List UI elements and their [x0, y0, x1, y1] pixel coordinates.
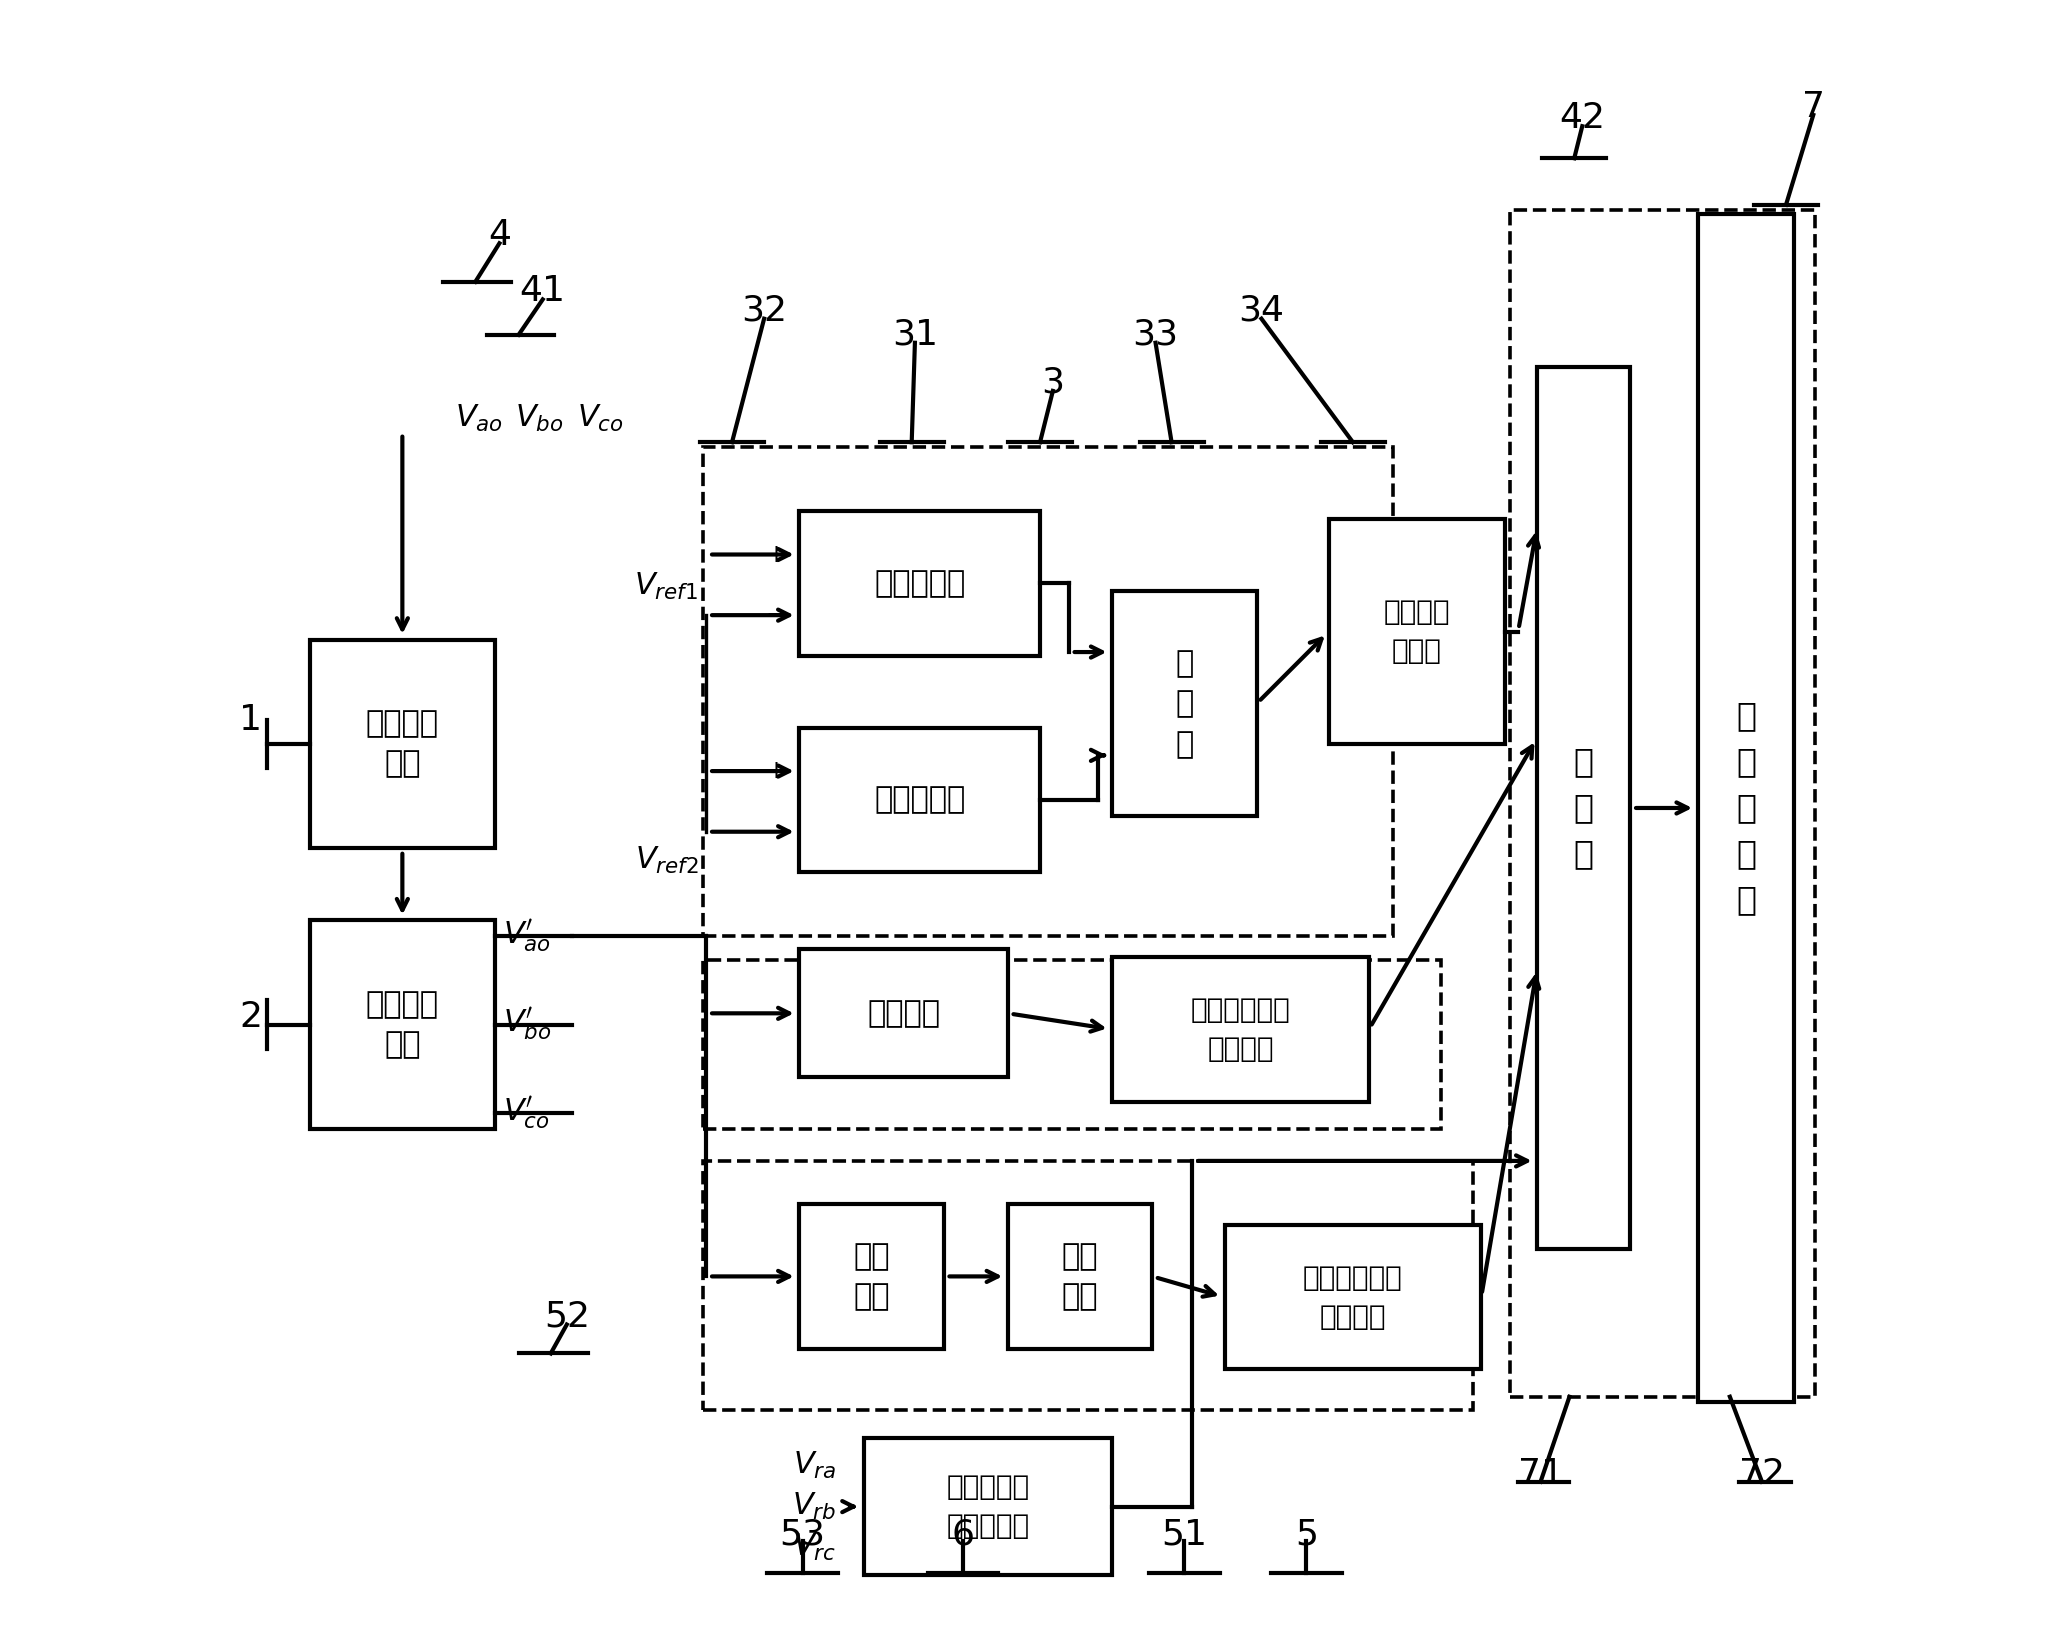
Text: 5: 5	[1294, 1518, 1317, 1552]
Text: 第三
非门: 第三 非门	[1063, 1242, 1098, 1310]
Text: 33: 33	[1133, 318, 1178, 353]
Text: $V_{ao}$: $V_{ao}$	[455, 403, 502, 434]
Text: 信号调整
单元: 信号调整 单元	[367, 989, 438, 1059]
Bar	[1112, 591, 1257, 816]
Text: 第二比较器: 第二比较器	[874, 785, 965, 814]
Text: 34: 34	[1239, 294, 1284, 328]
Text: −: −	[766, 819, 786, 844]
Text: 51: 51	[1161, 1518, 1208, 1552]
Text: $V_{ref2}$: $V_{ref2}$	[635, 844, 698, 876]
Bar	[702, 960, 1442, 1129]
Text: $V_{bo}^{\prime}$: $V_{bo}^{\prime}$	[502, 1005, 551, 1043]
Bar	[1509, 209, 1815, 1397]
Text: 单
片
机: 单 片 机	[1573, 746, 1593, 870]
Bar	[309, 920, 496, 1129]
Text: −: −	[766, 604, 786, 627]
Bar	[309, 640, 496, 849]
Text: 7: 7	[1802, 90, 1825, 124]
Text: 2: 2	[240, 999, 262, 1033]
Text: 第一非门: 第一非门	[866, 999, 940, 1028]
Bar	[799, 950, 1008, 1077]
Bar	[1329, 519, 1505, 744]
Text: $V_{ao}^{\prime}$: $V_{ao}^{\prime}$	[502, 917, 551, 955]
Bar	[1225, 1226, 1481, 1369]
Bar	[1008, 1204, 1153, 1348]
Bar	[799, 1204, 944, 1348]
Text: $V_{co}^{\prime}$: $V_{co}^{\prime}$	[502, 1093, 549, 1131]
Text: 71: 71	[1518, 1457, 1563, 1490]
Bar	[1112, 958, 1368, 1102]
Text: 53: 53	[780, 1518, 825, 1552]
Text: 第一脉冲丢失
检测电路: 第一脉冲丢失 检测电路	[1190, 996, 1290, 1062]
Text: +: +	[766, 542, 786, 566]
Text: 异
或
门: 异 或 门	[1176, 648, 1194, 759]
Text: 4: 4	[487, 219, 510, 253]
Text: 32: 32	[741, 294, 786, 328]
Text: $V_{ra}$: $V_{ra}$	[793, 1451, 836, 1482]
Text: 41: 41	[520, 274, 565, 308]
Text: 6: 6	[952, 1518, 975, 1552]
Bar	[864, 1438, 1112, 1575]
Bar	[799, 728, 1040, 871]
Bar	[702, 1160, 1473, 1410]
Text: 上下桥臂电
路判断单元: 上下桥臂电 路判断单元	[946, 1474, 1030, 1541]
Text: 第二
非门: 第二 非门	[854, 1242, 889, 1310]
Text: 31: 31	[893, 318, 938, 353]
Text: 1: 1	[240, 703, 262, 736]
Bar	[799, 511, 1040, 656]
Text: 52: 52	[545, 1299, 590, 1333]
Text: 42: 42	[1559, 101, 1606, 135]
Text: 第二脉冲丢失
检测电路: 第二脉冲丢失 检测电路	[1303, 1263, 1403, 1330]
Text: 72: 72	[1739, 1457, 1786, 1490]
Text: 液
晶
显
示
屏: 液 晶 显 示 屏	[1737, 700, 1755, 917]
Text: $V_{rb}$: $V_{rb}$	[793, 1492, 836, 1523]
Text: 3: 3	[1040, 366, 1065, 400]
Text: $V_{rc}$: $V_{rc}$	[793, 1532, 836, 1563]
Text: 窄脉冲过
滤电路: 窄脉冲过 滤电路	[1384, 597, 1450, 664]
Text: $V_{co}$: $V_{co}$	[578, 403, 625, 434]
Text: +: +	[766, 759, 786, 783]
Text: 信号采样
单元: 信号采样 单元	[367, 708, 438, 778]
Text: $V_{ref1}$: $V_{ref1}$	[635, 571, 698, 602]
Text: $V_{bo}$: $V_{bo}$	[516, 403, 563, 434]
Text: 第一比较器: 第一比较器	[874, 570, 965, 597]
Bar	[1698, 214, 1794, 1402]
Bar	[702, 447, 1393, 937]
Bar	[1538, 367, 1630, 1248]
